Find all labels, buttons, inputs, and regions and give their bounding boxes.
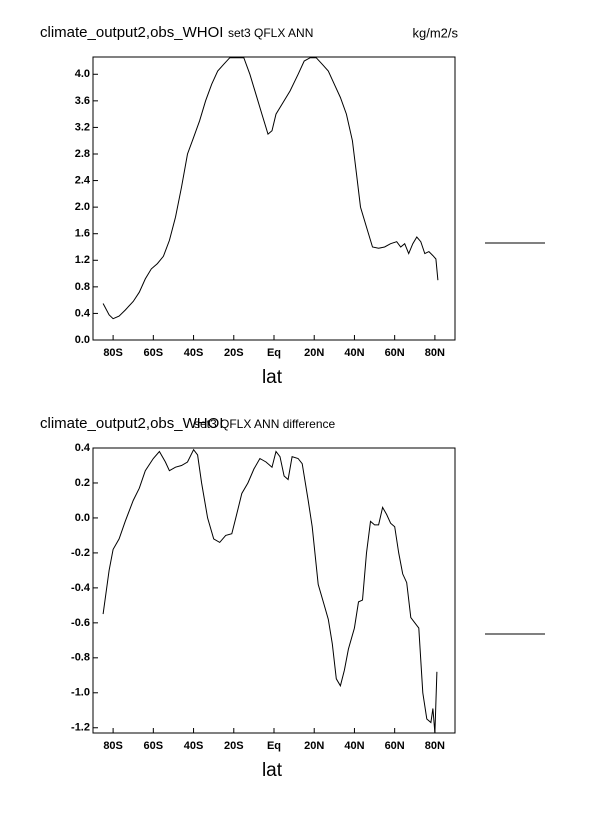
y-tick-label: 3.6 — [75, 95, 90, 107]
x-tick-label: 80S — [103, 740, 123, 752]
x-tick-label: 40S — [184, 347, 204, 359]
y-tick-label: 2.8 — [75, 148, 90, 160]
x-axis-label: lat — [262, 760, 283, 781]
y-tick-label: 2.4 — [75, 174, 91, 186]
x-axis-label: lat — [262, 367, 283, 388]
y-tick-label: -0.8 — [71, 652, 90, 664]
x-tick-label: 40N — [344, 740, 364, 752]
x-tick-label: 40S — [184, 740, 204, 752]
x-tick-label: 80N — [425, 347, 445, 359]
y-tick-label: -1.0 — [71, 687, 90, 699]
data-line — [102, 448, 438, 734]
x-tick-label: 40N — [344, 347, 364, 359]
x-tick-label: 20N — [304, 347, 324, 359]
x-tick-label: Eq — [267, 740, 281, 752]
y-tick-label: 0.0 — [75, 334, 90, 346]
units: kg/m2/s — [412, 25, 458, 40]
x-tick-label: Eq — [267, 347, 281, 359]
x-tick-label: 20N — [304, 740, 324, 752]
x-tick-label: 80N — [425, 740, 445, 752]
x-tick-label: 20S — [224, 347, 244, 359]
chart-title: climate_output2,obs_WHOI — [40, 415, 223, 432]
x-tick-label: 60S — [144, 740, 164, 752]
chart-subtitle: set3 QFLX ANN difference — [194, 417, 336, 431]
y-tick-label: -1.2 — [71, 722, 90, 734]
x-tick-label: 80S — [103, 347, 123, 359]
y-tick-label: 1.2 — [75, 254, 90, 266]
y-tick-label: 4.0 — [75, 68, 90, 80]
y-tick-label: -0.4 — [71, 582, 91, 594]
y-tick-label: 1.6 — [75, 228, 90, 240]
x-tick-label: 20S — [224, 740, 244, 752]
chart-title: climate_output2,obs_WHOI — [40, 24, 223, 41]
y-tick-label: 0.8 — [75, 281, 90, 293]
y-tick-label: 2.0 — [75, 201, 90, 213]
y-tick-label: 0.4 — [75, 442, 91, 454]
y-tick-label: 0.4 — [75, 307, 91, 319]
data-line — [102, 57, 439, 320]
y-tick-label: -0.6 — [71, 617, 90, 629]
y-tick-label: -0.2 — [71, 547, 90, 559]
x-tick-label: 60S — [144, 347, 164, 359]
x-tick-label: 60N — [385, 740, 405, 752]
y-tick-label: 3.2 — [75, 121, 90, 133]
y-tick-label: 0.2 — [75, 477, 90, 489]
x-tick-label: 60N — [385, 347, 405, 359]
chart-subtitle: set3 QFLX ANN — [228, 26, 313, 40]
y-tick-label: 0.0 — [75, 512, 90, 524]
